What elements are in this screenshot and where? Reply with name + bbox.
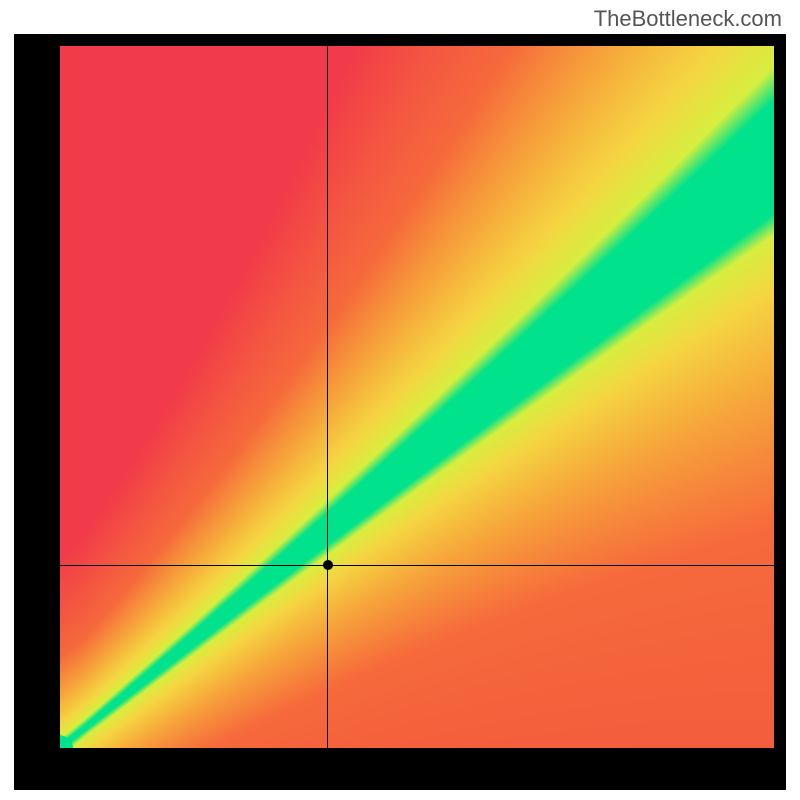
chart-plot-area: [60, 46, 774, 748]
crosshair-marker-dot: [323, 560, 333, 570]
crosshair-horizontal-line: [60, 565, 774, 566]
page-container: TheBottleneck.com: [0, 0, 800, 800]
watermark-text: TheBottleneck.com: [594, 6, 782, 32]
crosshair-vertical-line: [327, 46, 328, 748]
chart-outer-frame: [14, 34, 786, 790]
heatmap-canvas: [60, 46, 774, 748]
